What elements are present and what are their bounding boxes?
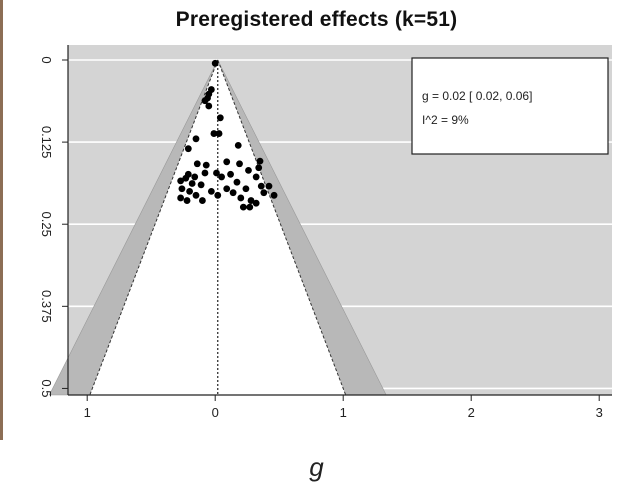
data-point xyxy=(227,170,234,178)
x-tick-label: 1 xyxy=(340,405,347,420)
y-tick-label: 0.5 xyxy=(39,379,54,397)
data-point xyxy=(210,130,218,137)
data-point xyxy=(211,59,219,67)
data-point xyxy=(233,178,241,186)
data-point xyxy=(193,160,201,168)
y-tick-label: 0 xyxy=(39,56,54,63)
data-point xyxy=(218,173,226,181)
data-point xyxy=(256,157,264,165)
data-point xyxy=(192,135,200,143)
data-point xyxy=(252,199,260,207)
data-point xyxy=(223,158,231,166)
legend-entry: g = 0.02 [ 0.02, 0.06] xyxy=(422,89,532,103)
data-point xyxy=(207,187,215,195)
data-point xyxy=(215,130,223,137)
data-point xyxy=(197,181,205,189)
y-tick-label: 0.125 xyxy=(39,126,54,159)
data-point xyxy=(236,160,243,168)
x-tick-label: 2 xyxy=(468,405,475,420)
data-point xyxy=(245,166,252,174)
data-point xyxy=(199,197,206,204)
data-point xyxy=(178,185,186,193)
legend-box xyxy=(411,57,609,155)
data-point xyxy=(214,191,222,199)
data-point xyxy=(213,169,220,177)
data-point xyxy=(177,177,185,185)
data-point xyxy=(237,194,245,202)
data-point xyxy=(186,187,194,195)
data-point xyxy=(202,161,210,169)
data-point xyxy=(205,102,213,110)
data-point xyxy=(242,185,250,193)
data-point xyxy=(192,191,200,199)
x-tick-label: 1 xyxy=(84,405,91,420)
data-point xyxy=(191,173,199,181)
data-point xyxy=(184,145,192,153)
x-tick-label: 0 xyxy=(212,405,219,420)
inner-funnel-region xyxy=(89,60,346,395)
y-tick-label: 0.375 xyxy=(39,290,54,323)
data-point xyxy=(265,182,273,190)
data-point xyxy=(216,114,224,122)
data-point xyxy=(188,180,196,187)
data-point xyxy=(246,203,254,211)
y-tick-label: 0.25 xyxy=(39,212,54,237)
data-point xyxy=(252,173,260,181)
data-point xyxy=(183,197,191,204)
data-point xyxy=(260,189,268,197)
left-border-decoration xyxy=(0,0,8,440)
x-tick-label: 3 xyxy=(596,405,603,420)
data-point xyxy=(201,169,209,177)
data-point xyxy=(247,197,255,204)
legend-entry: I^2 = 9% xyxy=(422,113,469,127)
data-point xyxy=(182,174,190,182)
data-point xyxy=(201,97,209,105)
chart-title: Preregistered effects (k=51) xyxy=(175,8,458,31)
x-axis-label: g xyxy=(309,452,324,482)
data-point xyxy=(257,182,265,190)
data-point xyxy=(229,189,237,197)
data-point xyxy=(239,203,247,211)
data-point xyxy=(270,191,278,199)
data-point xyxy=(255,164,263,172)
data-point xyxy=(234,141,242,149)
data-point xyxy=(177,194,185,202)
data-point xyxy=(223,185,231,193)
